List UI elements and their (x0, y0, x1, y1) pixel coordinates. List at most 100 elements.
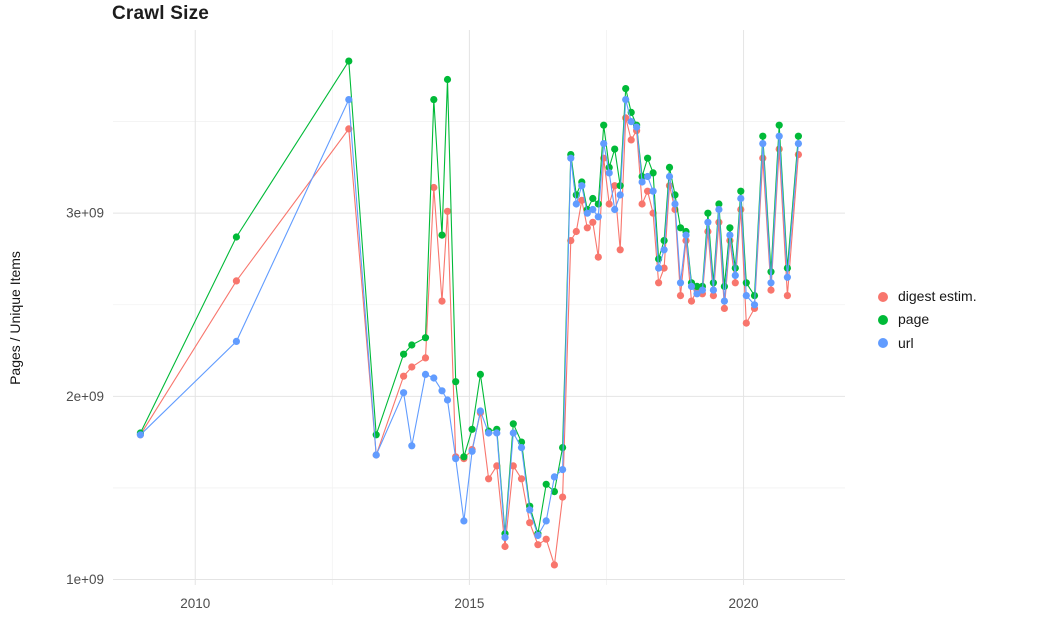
grid-major (113, 30, 845, 585)
data-point (759, 132, 767, 140)
data-point (676, 279, 685, 287)
data-point (698, 286, 707, 294)
data-point (731, 279, 739, 287)
legend-label: url (898, 334, 914, 351)
data-point (759, 154, 767, 162)
data-point (649, 169, 657, 177)
series-page (136, 57, 803, 538)
legend-key-dot (878, 338, 888, 349)
data-point (460, 453, 468, 461)
data-point (430, 183, 438, 192)
data-point (517, 475, 526, 483)
legend-label: digest estim. (898, 288, 977, 304)
data-point (611, 145, 619, 153)
data-point (704, 209, 712, 217)
data-point (589, 194, 597, 203)
data-point (589, 205, 597, 214)
data-point (493, 429, 501, 437)
data-point (600, 140, 608, 148)
data-point (460, 517, 468, 525)
legend-item: digest estim. (878, 288, 977, 304)
data-point (611, 205, 619, 214)
data-point (665, 163, 674, 171)
data-point (550, 488, 559, 496)
legend-key-dot (878, 315, 888, 326)
legend-item: url (878, 334, 977, 351)
data-point (400, 350, 408, 358)
chart-title: Crawl Size (112, 3, 210, 24)
data-point (493, 462, 501, 470)
data-point (400, 372, 408, 380)
legend-label: page (898, 311, 930, 328)
data-point (526, 519, 534, 527)
data-point (578, 196, 586, 204)
data-point (421, 334, 430, 342)
data-point (232, 277, 240, 285)
data-point (693, 290, 701, 298)
data-point (605, 169, 613, 177)
data-point (783, 292, 792, 300)
data-point (594, 213, 602, 221)
data-point (476, 407, 484, 415)
data-point (572, 227, 580, 236)
data-point (443, 207, 452, 215)
data-point (794, 151, 803, 159)
data-point (649, 187, 657, 195)
x-axis-tick-labels: 2010 2015 2020 (180, 596, 758, 611)
data-point (578, 182, 586, 190)
data-point (633, 123, 641, 131)
data-point (611, 182, 619, 190)
data-point (750, 301, 759, 309)
data-point (438, 297, 446, 305)
data-point (534, 541, 542, 549)
data-point (509, 462, 517, 470)
data-point (501, 542, 509, 551)
data-point (443, 396, 452, 404)
data-point (501, 533, 509, 542)
data-point (550, 473, 559, 481)
data-point (759, 140, 767, 148)
data-point (408, 442, 416, 450)
data-point (485, 429, 493, 437)
legend-key-dot (878, 291, 888, 302)
data-point (452, 455, 460, 463)
data-point (638, 178, 646, 186)
data-point (534, 531, 542, 540)
data-point (559, 493, 567, 501)
data-point (767, 286, 775, 294)
data-point (660, 264, 668, 272)
data-point (627, 136, 635, 144)
data-point (468, 425, 476, 433)
y-axis-tick-labels: 1e+09 2e+09 3e+09 (66, 206, 104, 587)
data-point (616, 191, 624, 199)
data-point (372, 451, 380, 459)
data-point (644, 154, 652, 162)
data-point (345, 57, 353, 65)
data-point (605, 200, 613, 208)
data-point (693, 282, 701, 290)
data-point (715, 218, 723, 226)
data-point (572, 200, 580, 208)
data-point (742, 319, 750, 327)
data-point (704, 218, 712, 226)
data-point (660, 246, 668, 254)
data-point (232, 337, 240, 345)
data-point (742, 292, 750, 300)
grid-minor (113, 30, 845, 585)
data-point (438, 231, 446, 239)
data-point (731, 271, 739, 279)
data-point (600, 121, 608, 129)
data-point (583, 224, 591, 232)
data-point (720, 304, 729, 312)
data-point (709, 286, 718, 294)
data-point (655, 279, 663, 287)
data-point (676, 292, 685, 300)
data-point (567, 154, 575, 162)
data-point (726, 231, 734, 239)
data-point (430, 374, 438, 382)
y-tick-label: 2e+09 (66, 389, 104, 404)
data-point (559, 466, 567, 474)
data-point (542, 535, 550, 543)
data-point (136, 431, 144, 439)
